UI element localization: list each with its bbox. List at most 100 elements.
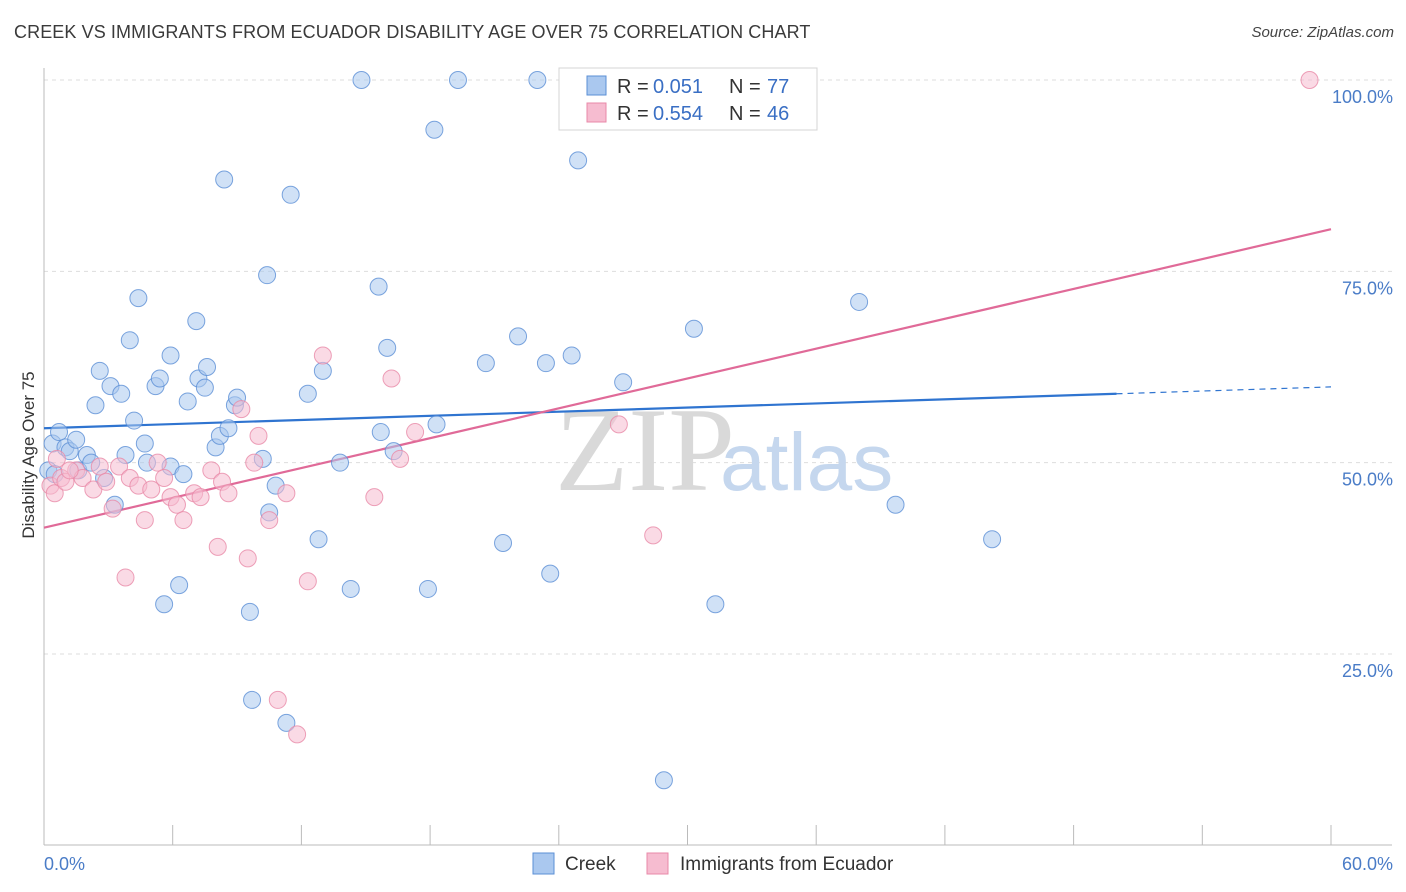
ecuador-r-value: 0.554 (653, 103, 703, 125)
creek-point-30 (187, 312, 206, 331)
creek-point-20 (135, 434, 154, 453)
creek-point-75 (886, 495, 905, 514)
creek-point-28 (174, 465, 193, 484)
creek-point-61 (448, 71, 467, 89)
bottom-legend: Creek Immigrants from Ecuador (532, 852, 894, 875)
ecuador-point-39 (391, 449, 410, 468)
ecuador-point-30 (249, 426, 268, 445)
creek-point-70 (614, 373, 633, 392)
creek-point-49 (309, 530, 328, 549)
ecuador-point-10 (110, 457, 129, 476)
ecuador-point-36 (313, 346, 332, 365)
creek-point-55 (371, 423, 390, 442)
ecuador-point-38 (382, 369, 401, 388)
watermark-zip: ZIP (555, 383, 735, 516)
ecuador-point-34 (288, 725, 307, 744)
creek-point-51 (331, 453, 350, 472)
creek-point-19 (129, 289, 148, 308)
bottom-legend-creek: Creek (565, 854, 616, 875)
axis-layer (43, 68, 1392, 846)
creek-point-46 (277, 713, 296, 732)
ecuador-legend-swatch (586, 102, 607, 123)
creek-point-68 (562, 346, 581, 365)
creek-point-23 (150, 369, 169, 388)
creek-point-63 (494, 534, 513, 553)
y-tick-label-50: 50.0% (1342, 470, 1393, 490)
creek-point-67 (541, 564, 560, 583)
ecuador-point-24 (208, 537, 227, 556)
ecuador-point-22 (191, 488, 210, 507)
ecuador-point-31 (260, 511, 279, 530)
x-tick-label-max: 60.0% (1342, 854, 1393, 874)
ecuador-point-11 (116, 568, 135, 587)
bottom-legend-ecuador-swatch (646, 852, 669, 875)
ecuador-point-33 (277, 484, 296, 503)
ecuador-point-37 (365, 488, 384, 507)
creek-point-54 (369, 277, 388, 296)
y-axis-label: Disability Age Over 75 (19, 371, 38, 538)
ecuador-point-32 (268, 690, 287, 709)
y-tick-label-100: 100.0% (1332, 87, 1393, 107)
creek-point-72 (684, 319, 703, 338)
creek-point-27 (170, 576, 189, 595)
creek-point-48 (298, 384, 317, 403)
ecuador-n-label: N = (729, 103, 761, 125)
ecuador-point-42 (644, 526, 663, 545)
ecuador-n-value: 46 (767, 103, 789, 125)
ecuador-point-8 (97, 472, 116, 491)
creek-point-47 (281, 185, 300, 204)
creek-point-24 (155, 595, 174, 614)
ecuador-point-15 (142, 480, 161, 499)
creek-point-58 (418, 579, 437, 598)
creek-point-25 (161, 346, 180, 365)
ecuador-point-7 (90, 457, 109, 476)
ecuador-trend-line (43, 228, 1332, 529)
ecuador-point-17 (155, 468, 174, 487)
ecuador-point-14 (135, 511, 154, 530)
bottom-legend-ecuador: Immigrants from Ecuador (680, 854, 894, 875)
point-layer (39, 71, 1319, 790)
creek-point-32 (195, 378, 214, 397)
watermark-atlas: atlas (720, 417, 893, 508)
creek-n-value: 77 (767, 76, 789, 98)
ecuador-point-20 (174, 511, 193, 530)
creek-point-33 (198, 358, 217, 376)
creek-point-66 (536, 354, 555, 373)
creek-point-11 (90, 361, 109, 380)
creek-point-65 (528, 71, 547, 89)
ecuador-point-29 (245, 453, 264, 472)
creek-n-label: N = (729, 76, 761, 98)
ecuador-point-1 (45, 484, 64, 503)
ecuador-point-45 (60, 461, 79, 480)
creek-point-40 (240, 602, 259, 621)
creek-point-6 (67, 430, 86, 449)
creek-point-43 (258, 266, 277, 285)
ecuador-point-35 (298, 572, 317, 591)
creek-point-41 (243, 690, 262, 709)
creek-point-71 (654, 771, 673, 790)
grid-layer (44, 79, 1392, 655)
creek-point-60 (427, 415, 446, 434)
ecuador-point-19 (167, 495, 186, 514)
bottom-legend-creek-swatch (532, 852, 555, 875)
source-label: Source: ZipAtlas.com (1251, 24, 1394, 41)
creek-point-37 (219, 419, 238, 438)
creek-point-52 (341, 579, 360, 598)
ecuador-point-41 (609, 415, 628, 434)
creek-point-36 (215, 170, 234, 189)
y-tick-label-25: 25.0% (1342, 661, 1393, 681)
creek-point-73 (706, 595, 725, 614)
chart-title: CREEK VS IMMIGRANTS FROM ECUADOR DISABIL… (14, 22, 811, 42)
creek-point-62 (476, 354, 495, 373)
ecuador-point-9 (103, 499, 122, 518)
ecuador-point-28 (238, 549, 257, 568)
ecuador-point-40 (406, 423, 425, 442)
y-tick-label-75: 75.0% (1342, 278, 1393, 298)
creek-point-17 (120, 331, 139, 350)
creek-legend-swatch (586, 75, 607, 96)
creek-point-3 (50, 423, 69, 442)
creek-point-76 (983, 530, 1002, 549)
creek-point-59 (425, 120, 444, 139)
stats-legend: R = 0.051 N = 77 R = 0.554 N = 46 (558, 67, 818, 131)
